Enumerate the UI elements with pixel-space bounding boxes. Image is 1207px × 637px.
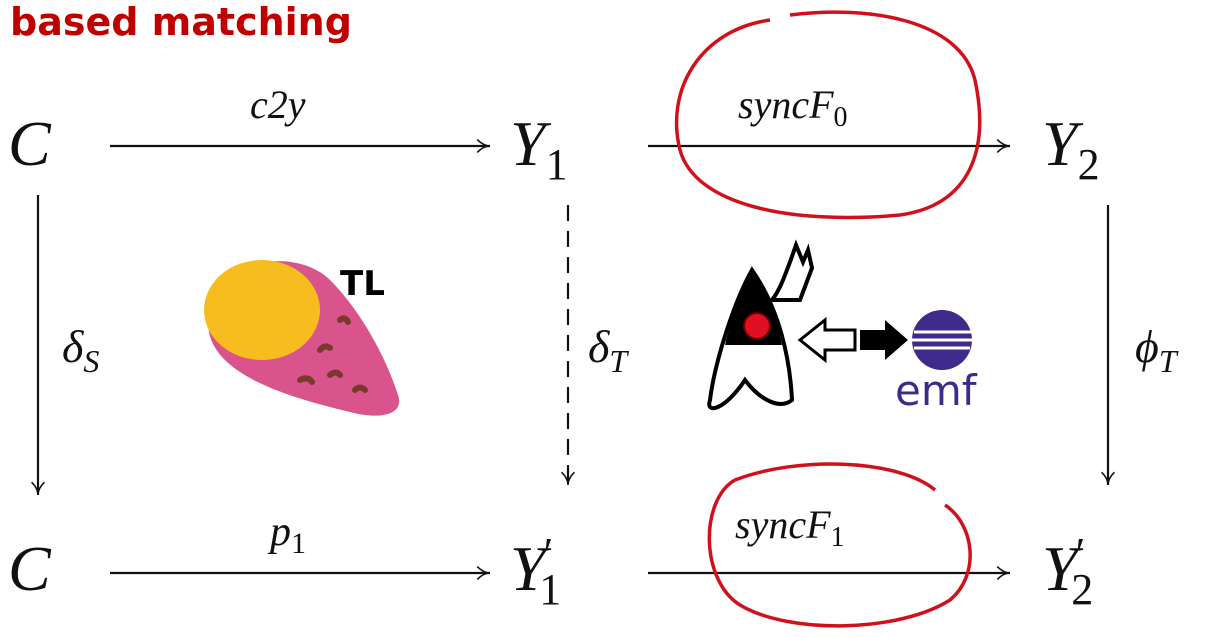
emf-label: emf <box>895 366 978 415</box>
tl-icon: TL <box>204 260 400 416</box>
node: C <box>8 533 52 604</box>
node: Y1 <box>510 108 568 189</box>
node: C <box>8 108 52 179</box>
edge-label: c2y <box>250 82 306 127</box>
tl-label: TL <box>340 264 385 304</box>
edge-label: syncF1 <box>735 502 845 553</box>
edge-label: ϕT <box>1135 321 1179 379</box>
edge-label: syncF0 <box>738 82 848 133</box>
node: Y′ 1 <box>510 529 561 614</box>
highlight-circle <box>674 10 982 220</box>
java-emf-icon: emf <box>707 239 978 415</box>
node: Y2 <box>1042 108 1100 189</box>
edge-label: δS <box>62 321 99 379</box>
edge-label: δT <box>588 321 629 379</box>
node: Y′ 2 <box>1042 529 1093 614</box>
edge-label: p1 <box>267 509 306 560</box>
highlight-circle <box>707 462 972 628</box>
slide-title: based matching <box>10 0 352 44</box>
